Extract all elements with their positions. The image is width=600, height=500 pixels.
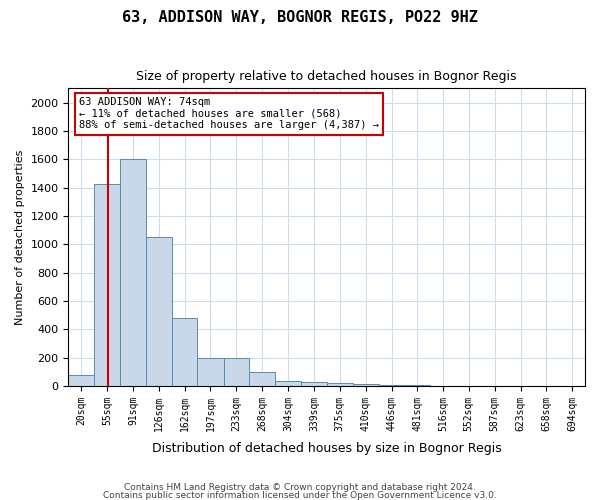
Bar — [146, 237, 172, 386]
Text: 63, ADDISON WAY, BOGNOR REGIS, PO22 9HZ: 63, ADDISON WAY, BOGNOR REGIS, PO22 9HZ — [122, 10, 478, 25]
Bar — [94, 184, 120, 386]
Text: Contains public sector information licensed under the Open Government Licence v3: Contains public sector information licen… — [103, 490, 497, 500]
Bar — [172, 318, 197, 386]
X-axis label: Distribution of detached houses by size in Bognor Regis: Distribution of detached houses by size … — [152, 442, 502, 455]
Y-axis label: Number of detached properties: Number of detached properties — [15, 150, 25, 325]
Bar — [120, 159, 146, 386]
Bar — [68, 376, 94, 386]
Bar — [353, 384, 379, 386]
Text: 63 ADDISON WAY: 74sqm
← 11% of detached houses are smaller (568)
88% of semi-det: 63 ADDISON WAY: 74sqm ← 11% of detached … — [79, 98, 379, 130]
Bar — [275, 381, 301, 386]
Text: Contains HM Land Registry data © Crown copyright and database right 2024.: Contains HM Land Registry data © Crown c… — [124, 483, 476, 492]
Bar — [224, 358, 249, 386]
Bar — [301, 382, 327, 386]
Bar — [249, 372, 275, 386]
Bar — [327, 383, 353, 386]
Bar — [197, 358, 224, 386]
Title: Size of property relative to detached houses in Bognor Regis: Size of property relative to detached ho… — [136, 70, 517, 83]
Bar — [379, 385, 404, 386]
